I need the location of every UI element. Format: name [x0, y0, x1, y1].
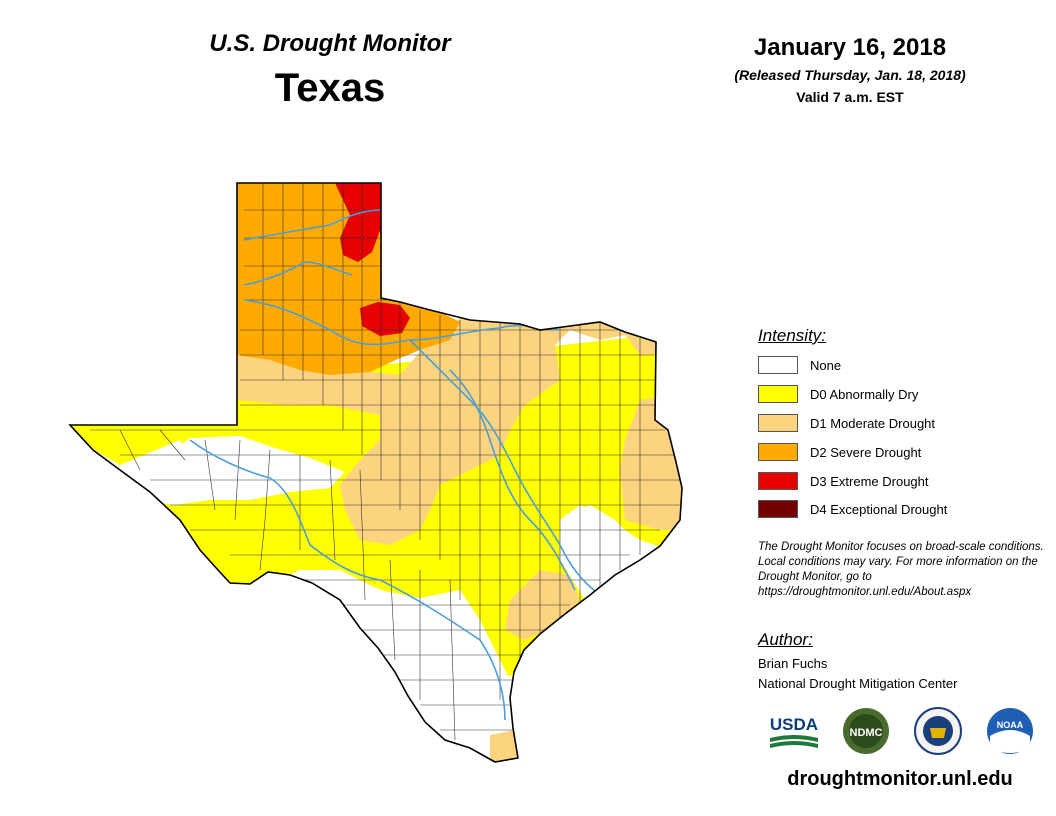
legend-item: D3 Extreme Drought [758, 470, 929, 492]
legend-swatch [758, 385, 798, 403]
legend-swatch [758, 414, 798, 432]
d1-tip [490, 730, 525, 762]
legend-label: D0 Abnormally Dry [810, 386, 919, 402]
valid-time: Valid 7 a.m. EST [796, 89, 904, 105]
legend-label: D4 Exceptional Drought [810, 501, 948, 517]
website-url[interactable]: droughtmonitor.unl.edu [787, 768, 1013, 790]
d3-north [335, 183, 381, 262]
monitor-title: U.S. Drought Monitor [209, 30, 451, 57]
map-date: January 16, 2018 [753, 34, 947, 61]
legend-title: Intensity: [758, 326, 827, 345]
legend-label: D2 Severe Drought [810, 444, 922, 460]
county-lines [90, 183, 680, 741]
disclaimer-note: The Drought Monitor focuses on broad-sca… [758, 541, 1044, 598]
legend-swatch [758, 356, 798, 374]
legend-label: None [810, 357, 842, 373]
release-date: (Released Thursday, Jan. 18, 2018) [734, 67, 966, 83]
noaa-logo-text: NOAA [997, 720, 1024, 730]
legend-item: D2 Severe Drought [758, 441, 921, 463]
texas-drought-map [68, 182, 683, 763]
rivers [189, 209, 601, 721]
state-title: Texas [274, 66, 386, 110]
legend-label: D3 Extreme Drought [810, 473, 929, 489]
legend-item: D0 Abnormally Dry [758, 383, 918, 405]
d3-central [360, 302, 410, 336]
usda-logo: USDA [770, 715, 818, 748]
legend-swatch [758, 472, 798, 490]
d1-area [237, 318, 682, 545]
no-drought-west [140, 436, 345, 505]
legend-label: D1 Moderate Drought [810, 415, 936, 431]
no-drought-east [565, 505, 640, 580]
ndmc-logo-text: NDMC [850, 727, 883, 739]
legend-item: D4 Exceptional Drought [758, 498, 947, 520]
author-name: Brian Fuchs [758, 656, 828, 671]
usda-logo-text: USDA [770, 715, 818, 734]
author-title: Author: [758, 630, 813, 649]
texas-outline [68, 182, 683, 763]
legend-item: D1 Moderate Drought [758, 412, 935, 434]
ndmc-logo: NDMC [843, 708, 889, 754]
legend-item: None [758, 354, 841, 376]
commerce-seal-logo [914, 707, 962, 755]
author-org: National Drought Mitigation Center [758, 676, 958, 691]
noaa-logo: NOAA [987, 708, 1033, 754]
legend-swatch [758, 500, 798, 518]
legend-swatch [758, 443, 798, 461]
